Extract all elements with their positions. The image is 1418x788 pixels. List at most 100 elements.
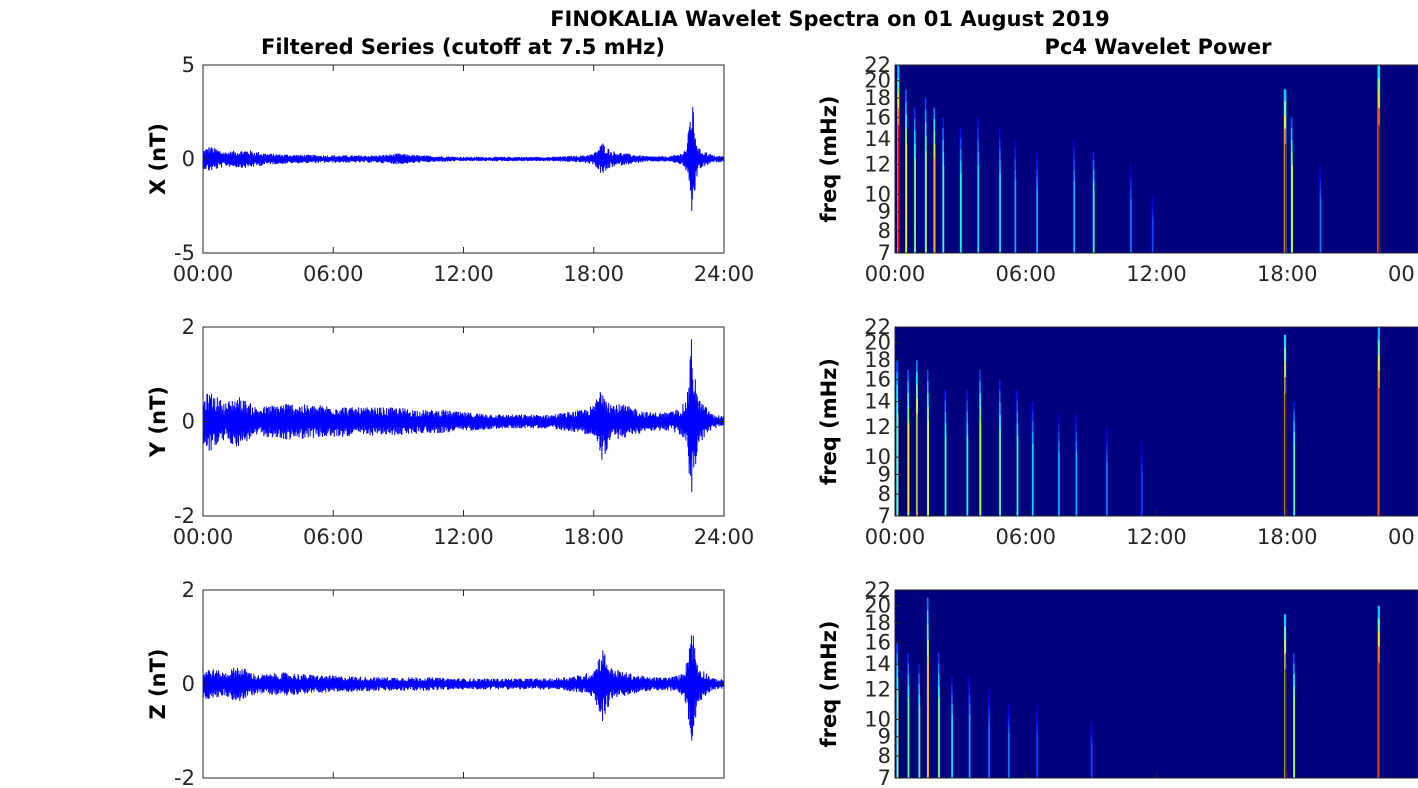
burst-level: [907, 697, 910, 778]
y-tick-label: 0: [182, 672, 195, 696]
left-column-title: Filtered Series (cutoff at 7.5 mHz): [261, 35, 665, 59]
power-burst: [1057, 413, 1060, 516]
burst-level: [1378, 662, 1380, 778]
burst-level: [1293, 443, 1296, 516]
y-tick-label: 20: [864, 331, 891, 355]
y-tick-label: 22: [864, 315, 891, 339]
burst-level: [1016, 435, 1019, 516]
power-burst: [1090, 719, 1093, 778]
x-tick-label: 12:00: [1126, 525, 1187, 549]
power-burst: [1129, 164, 1132, 253]
x-tick-label: 18:00: [563, 525, 624, 549]
x-tick-label: 00:00: [865, 262, 926, 286]
y-tick-label: 9: [878, 200, 891, 224]
burst-level: [1291, 165, 1293, 253]
figure-title: FINOKALIA Wavelet Spectra on 01 August 2…: [550, 7, 1110, 31]
y-tick-label: 14: [864, 390, 891, 414]
power-burst: [1290, 117, 1293, 253]
series-trace: [202, 107, 725, 211]
y-tick-label: 10: [864, 445, 891, 469]
y-tick-label: 12: [864, 153, 891, 177]
power-burst: [926, 597, 929, 778]
power-burst: [907, 652, 910, 778]
x-tick-label: 00:00: [173, 525, 234, 549]
y-tick-label: 16: [864, 630, 891, 654]
y-tick-label: 14: [864, 652, 891, 676]
power-burst: [1007, 703, 1010, 778]
y-tick-label: 0: [182, 410, 195, 434]
line-panel-y-filtered: 2 0 -200:00 06:00 12:00 18:00 24:00 Y (nT): [146, 315, 754, 549]
power-burst: [1031, 401, 1034, 516]
heatmap-background: [895, 590, 1418, 778]
burst-level: [1014, 181, 1017, 253]
power-burst: [905, 89, 908, 253]
power-burst: [977, 117, 980, 253]
power-burst: [918, 664, 921, 778]
burst-level: [942, 165, 945, 253]
x-tick-label: 00: [1388, 525, 1415, 549]
y-tick-label: 12: [864, 678, 891, 702]
x-tick-label: 12:00: [1126, 262, 1187, 286]
burst-level: [1378, 387, 1380, 516]
power-burst: [897, 65, 900, 254]
power-burst: [924, 97, 927, 253]
power-burst: [951, 676, 953, 778]
power-burst: [1014, 139, 1017, 253]
power-burst: [937, 652, 940, 778]
y-tick-label: 7: [878, 241, 891, 265]
burst-level: [999, 427, 1001, 516]
power-burst: [1283, 334, 1287, 516]
y-axis-label: freq (mHz): [817, 621, 841, 748]
power-burst: [926, 369, 929, 516]
burst-level: [896, 413, 899, 516]
burst-level: [1073, 181, 1076, 253]
burst-level: [916, 413, 919, 516]
burst-level: [951, 714, 953, 778]
burst-level: [1090, 743, 1093, 778]
x-tick-label: 06:00: [995, 525, 1056, 549]
burst-level: [1036, 733, 1038, 778]
series-trace: [202, 635, 725, 741]
power-burst: [1293, 652, 1296, 778]
burst-level: [1036, 189, 1038, 253]
burst-level: [944, 435, 947, 516]
y-tick-label: 14: [864, 127, 891, 151]
y-tick-label: 2: [182, 578, 195, 602]
chart-panels: 50-500:00 06:00 12:00 18:00 24:00X (nT)20-20…: [146, 53, 1418, 788]
power-burst: [942, 117, 945, 253]
y-tick-label: 22: [864, 53, 891, 77]
burst-level: [1284, 143, 1287, 253]
burst-level: [1284, 668, 1287, 778]
burst-level: [960, 172, 962, 253]
burst-level: [966, 435, 969, 516]
power-burst: [998, 379, 1001, 516]
y-tick-label: 18: [864, 348, 891, 372]
y-axis-label: freq (mHz): [817, 358, 841, 485]
burst-level: [918, 706, 921, 778]
burst-level: [1141, 470, 1143, 516]
power-burst: [1073, 139, 1076, 253]
x-tick-label: 18:00: [563, 262, 624, 286]
burst-level: [896, 690, 899, 778]
burst-level: [977, 165, 980, 253]
y-tick-label: 12: [864, 415, 891, 439]
burst-level: [1378, 125, 1380, 253]
x-tick-label: 24:00: [694, 262, 755, 286]
y-tick-label: 18: [864, 86, 891, 110]
y-tick-label: 10: [864, 707, 891, 731]
y-tick-label: 22: [864, 578, 891, 602]
burst-level: [1032, 443, 1034, 516]
power-burst: [1377, 327, 1380, 516]
heatmap-background: [895, 65, 1418, 253]
x-tick-label: 06:00: [303, 525, 364, 549]
burst-level: [927, 420, 929, 516]
x-tick-label: 12:00: [433, 525, 494, 549]
right-column-title: Pc4 Wavelet Power: [1045, 35, 1273, 59]
x-tick-label: 00: [1388, 262, 1415, 286]
power-burst: [896, 360, 899, 516]
y-tick-label: 8: [878, 219, 891, 243]
y-axis-label: X (nT): [146, 123, 170, 195]
